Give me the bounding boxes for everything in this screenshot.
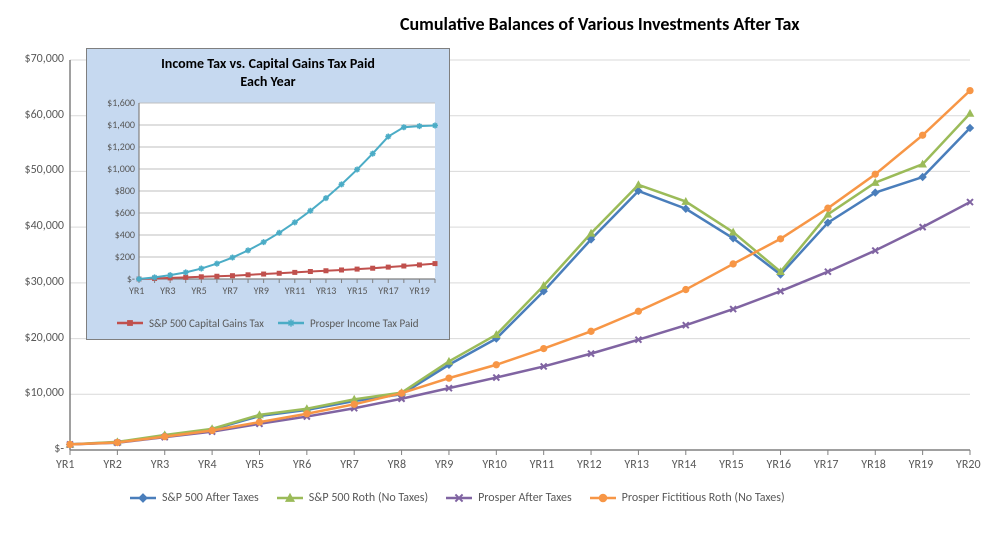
main-x-tick-label: YR9: [435, 458, 453, 472]
main-x-tick-label: YR15: [719, 458, 744, 472]
inset-legend-item: S&P 500 Capital Gains Tax: [117, 315, 264, 331]
inset-y-tick-label: $1,000: [107, 162, 135, 175]
main-x-tick-label: YR20: [956, 458, 981, 472]
inset-y-tick-label: $800: [115, 184, 135, 197]
main-y-tick-label: $-: [54, 442, 64, 456]
inset-x-tick-label: YR17: [378, 284, 398, 297]
inset-chart-legend: S&P 500 Capital Gains Tax Prosper Income …: [117, 315, 419, 331]
legend-item: S&P 500 After Taxes: [130, 490, 259, 506]
inset-y-tick-label: $600: [115, 206, 135, 219]
inset-legend-item: Prosper Income Tax Paid: [278, 315, 419, 331]
main-x-tick-label: YR1: [56, 458, 74, 472]
inset-x-tick-label: YR19: [409, 284, 429, 297]
inset-x-tick-label: YR3: [160, 284, 175, 297]
legend-item: S&P 500 Roth (No Taxes): [277, 490, 428, 506]
main-x-tick-label: YR10: [482, 458, 507, 472]
main-y-tick-label: $30,000: [25, 275, 65, 289]
main-x-tick-label: YR7: [340, 458, 358, 472]
main-y-tick-label: $70,000: [25, 52, 65, 66]
main-x-tick-label: YR4: [198, 458, 216, 472]
main-y-tick-label: $50,000: [25, 163, 65, 177]
main-x-tick-label: YR18: [861, 458, 886, 472]
main-y-tick-label: $10,000: [25, 386, 65, 400]
inset-x-tick-label: YR7: [222, 284, 237, 297]
inset-x-tick-label: YR11: [285, 284, 305, 297]
main-x-tick-label: YR6: [293, 458, 311, 472]
main-x-tick-label: YR12: [577, 458, 602, 472]
main-x-tick-label: YR17: [814, 458, 839, 472]
main-x-tick-label: YR13: [624, 458, 649, 472]
main-x-tick-label: YR5: [245, 458, 263, 472]
inset-y-tick-label: $1,600: [107, 96, 135, 109]
inset-y-tick-label: $1,400: [107, 118, 135, 131]
main-x-tick-label: YR8: [388, 458, 406, 472]
main-x-tick-label: YR16: [767, 458, 792, 472]
inset-x-tick-label: YR13: [316, 284, 336, 297]
inset-y-tick-label: $1,200: [107, 140, 135, 153]
inset-y-tick-label: $400: [115, 228, 135, 241]
inset-chart-panel: Income Tax vs. Capital Gains Tax Paid Ea…: [86, 48, 450, 340]
inset-x-tick-label: YR5: [191, 284, 206, 297]
inset-y-tick-label: $200: [115, 250, 135, 263]
inset-x-tick-label: YR9: [254, 284, 269, 297]
main-chart-legend: S&P 500 After Taxes S&P 500 Roth (No Taxe…: [130, 490, 785, 506]
main-x-tick-label: YR11: [530, 458, 555, 472]
main-y-tick-label: $40,000: [25, 219, 65, 233]
inset-x-tick-label: YR1: [129, 284, 144, 297]
main-x-tick-label: YR19: [909, 458, 934, 472]
main-y-tick-label: $20,000: [25, 331, 65, 345]
legend-item: Prosper Fictitious Roth (No Taxes): [590, 490, 785, 506]
main-x-tick-label: YR2: [103, 458, 121, 472]
main-y-tick-label: $60,000: [25, 108, 65, 122]
inset-x-tick-label: YR15: [347, 284, 367, 297]
main-x-tick-label: YR3: [151, 458, 169, 472]
legend-item: Prosper After Taxes: [446, 490, 572, 506]
main-x-tick-label: YR14: [672, 458, 697, 472]
